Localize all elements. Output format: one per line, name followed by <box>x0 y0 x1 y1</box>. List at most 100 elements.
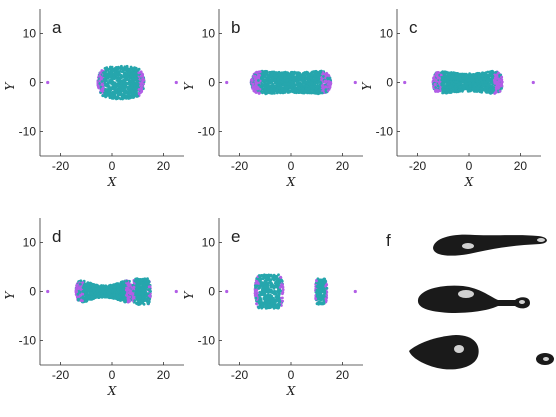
particle-point <box>270 89 273 93</box>
particle-point <box>312 70 315 74</box>
particle-point <box>122 92 126 96</box>
particle-point <box>326 76 329 80</box>
particle-point <box>255 71 259 74</box>
particle-point <box>148 297 152 301</box>
particle-point <box>143 279 147 282</box>
particle-point <box>262 76 266 79</box>
particle-point <box>112 293 116 297</box>
particle-point <box>257 79 260 82</box>
particle-point <box>317 91 321 95</box>
particle-point <box>322 88 326 92</box>
particle-point <box>94 287 98 291</box>
particle-point <box>92 289 96 293</box>
particle-point <box>457 82 461 86</box>
particle-cloud-lobe <box>74 279 134 304</box>
particle-point <box>82 283 86 287</box>
particle-point <box>75 290 78 294</box>
particle-point <box>436 84 440 88</box>
outer-marker-point <box>353 289 357 294</box>
particle-point <box>80 298 83 302</box>
particle-point <box>464 82 468 85</box>
particle-point <box>324 85 328 89</box>
x-tick-label: 0 <box>109 368 116 382</box>
particle-point <box>124 86 128 89</box>
particle-point <box>296 89 300 93</box>
particle-point <box>78 282 82 286</box>
particle-point <box>252 89 256 93</box>
particle-point <box>132 71 136 75</box>
y-tick-label: 10 <box>380 27 394 41</box>
particle-point <box>291 83 295 87</box>
particle-point <box>122 291 125 294</box>
particle-point <box>324 90 328 93</box>
particle-point <box>134 86 138 90</box>
particle-point <box>146 302 150 306</box>
particle-point <box>107 291 111 295</box>
particle-point <box>320 78 323 81</box>
particle-point <box>287 83 291 86</box>
particle-point <box>292 77 296 80</box>
particle-point <box>277 80 281 83</box>
particle-point <box>116 288 120 292</box>
particle-point <box>477 84 481 88</box>
particle-point <box>455 76 459 80</box>
particle-point <box>85 296 89 300</box>
particle-point <box>468 81 472 85</box>
particle-point <box>486 78 490 81</box>
particle-point <box>452 82 455 86</box>
particle-point <box>263 74 267 77</box>
particle-point <box>488 82 491 86</box>
particle-point <box>97 291 101 295</box>
particle-point <box>106 82 109 86</box>
particle-point <box>268 79 272 83</box>
particle-point <box>480 80 484 84</box>
particle-point <box>472 87 476 90</box>
particle-point <box>103 294 106 297</box>
particle-point <box>116 294 119 298</box>
particle-point <box>123 78 127 81</box>
particle-point <box>465 74 469 78</box>
particle-point <box>109 74 113 77</box>
x-axis-label: X <box>286 175 296 189</box>
particle-point <box>83 287 87 291</box>
particle-point <box>467 78 471 82</box>
particle-point <box>305 76 308 80</box>
particle-point <box>250 78 253 82</box>
particle-point <box>307 73 311 77</box>
particle-point <box>446 76 450 80</box>
particle-point <box>114 284 118 287</box>
panel-label-d: d <box>52 227 61 246</box>
particle-point <box>134 67 138 71</box>
particle-point <box>109 294 113 297</box>
particle-point <box>474 75 478 79</box>
particle-point <box>442 82 446 85</box>
particle-point <box>140 81 144 85</box>
particle-point <box>287 90 291 94</box>
particle-point <box>90 295 94 299</box>
particle-point <box>126 300 130 304</box>
particle-point <box>462 84 465 88</box>
particle-point <box>253 77 257 81</box>
particle-point <box>458 88 461 92</box>
y-tick-label: 10 <box>202 236 216 250</box>
particle-point <box>494 88 498 91</box>
particle-point <box>135 291 139 295</box>
particle-point <box>494 90 498 94</box>
particle-point <box>459 72 462 76</box>
particle-point <box>320 84 324 88</box>
y-tick-label: -10 <box>19 125 37 139</box>
particle-point <box>462 86 466 90</box>
particle-point <box>113 288 116 292</box>
particle-point <box>101 94 105 97</box>
particle-point <box>447 80 451 84</box>
particle-point <box>298 83 301 87</box>
particle-point <box>132 289 135 293</box>
particle-point <box>101 288 105 291</box>
particle-point <box>498 78 501 81</box>
y-tick-label: 0 <box>29 285 36 299</box>
particle-point <box>315 85 319 89</box>
particle-point <box>488 71 492 74</box>
particle-point <box>127 78 131 82</box>
